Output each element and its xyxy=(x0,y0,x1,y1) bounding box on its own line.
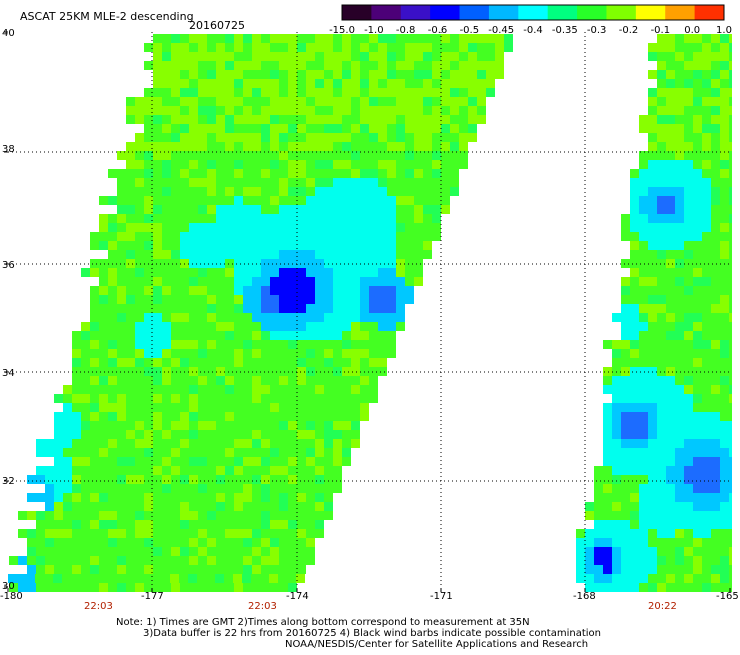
colorbar-segment xyxy=(371,5,402,20)
lon-label-174: -174 xyxy=(286,591,309,602)
colorbar-label: -15.0 xyxy=(329,25,355,36)
lon-label-177: -177 xyxy=(141,591,164,602)
swath-west xyxy=(8,34,513,592)
map-title: ASCAT 25KM MLE-2 descending xyxy=(20,10,194,23)
lat-label-38: 38 xyxy=(2,144,15,155)
colorbar-segment xyxy=(577,5,607,20)
colorbar-segment xyxy=(518,5,549,20)
colorbar-segment xyxy=(488,5,519,20)
lat-label-40: 40 xyxy=(2,28,15,39)
lat-label-32: 32 xyxy=(2,476,15,487)
colorbar-segment xyxy=(430,5,461,20)
colorbar-label: 1.0 xyxy=(716,25,732,36)
lat-label-34: 34 xyxy=(2,368,15,379)
note-line-2: 3)Data buffer is 22 hrs from 20160725 4)… xyxy=(143,628,601,639)
lat-label-36: 36 xyxy=(2,260,15,271)
swath-east xyxy=(576,34,732,592)
colorbar-label: -0.8 xyxy=(396,25,416,36)
colorbar-segment xyxy=(400,5,431,20)
note-line-1: Note: 1) Times are GMT 2)Times along bot… xyxy=(116,617,530,628)
colorbar-label: -0.5 xyxy=(460,25,480,36)
swath-time-east: 20:22 xyxy=(648,601,677,612)
lon-label-165: -165 xyxy=(716,591,739,602)
colorbar-label: -0.45 xyxy=(488,25,514,36)
colorbar-label: -0.1 xyxy=(651,25,671,36)
colorbar-label: -0.35 xyxy=(552,25,578,36)
colorbar-segment xyxy=(694,5,725,20)
note-line-3: NOAA/NESDIS/Center for Satellite Applica… xyxy=(285,639,588,650)
colorbar-label: -1.0 xyxy=(364,25,384,36)
colorbar-segment xyxy=(342,5,372,20)
colorbar-segment xyxy=(635,5,666,20)
colorbar-segment xyxy=(665,5,696,20)
axis-ticks xyxy=(4,31,731,592)
colorbar-segment xyxy=(606,5,637,20)
swath-time-west: 22:03 xyxy=(84,601,113,612)
graticule xyxy=(8,32,732,588)
lon-label-180: -180 xyxy=(0,591,23,602)
colorbar-labels: -15.0 -1.0 -0.8 -0.6 -0.5 -0.45 -0.4 -0.35 -0.3 -… xyxy=(329,25,732,36)
swath-time-middle: 22:03 xyxy=(248,601,277,612)
map-date: 20160725 xyxy=(189,19,245,32)
lon-label-168: -168 xyxy=(573,591,596,602)
colorbar-label: -0.6 xyxy=(428,25,448,36)
colorbar-segment xyxy=(459,5,490,20)
colorbar-label: -0.3 xyxy=(587,25,607,36)
colorbar-segment xyxy=(547,5,578,20)
lat-label-30: 30 xyxy=(2,581,15,592)
colorbar xyxy=(341,4,725,21)
colorbar-label: 0.0 xyxy=(684,25,700,36)
colorbar-label: -0.4 xyxy=(523,25,543,36)
lon-label-171: -171 xyxy=(430,591,453,602)
colorbar-label: -0.2 xyxy=(619,25,639,36)
